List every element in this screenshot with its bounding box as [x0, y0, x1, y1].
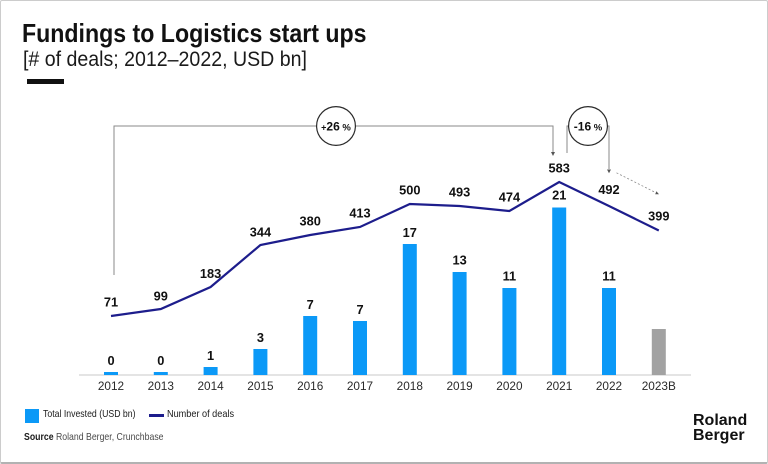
svg-text:2018: 2018: [397, 379, 424, 393]
svg-text:3: 3: [257, 330, 264, 345]
svg-text:492: 492: [598, 182, 619, 197]
svg-text:7: 7: [307, 297, 314, 312]
svg-text:11: 11: [602, 269, 616, 284]
svg-text:7: 7: [356, 302, 363, 317]
svg-text:2017: 2017: [347, 379, 373, 393]
svg-text:399: 399: [648, 209, 669, 224]
svg-text:344: 344: [250, 225, 272, 240]
svg-text:2022: 2022: [596, 379, 622, 393]
svg-text:493: 493: [449, 185, 470, 200]
svg-text:2014: 2014: [197, 379, 224, 393]
svg-text:21: 21: [552, 188, 566, 203]
svg-text:71: 71: [104, 295, 118, 310]
svg-text:0: 0: [107, 353, 114, 368]
svg-text:11: 11: [503, 269, 517, 284]
svg-text:13: 13: [452, 253, 466, 268]
svg-text:583: 583: [549, 161, 570, 176]
svg-text:1: 1: [207, 348, 214, 363]
svg-text:2012: 2012: [98, 379, 124, 393]
svg-text:413: 413: [349, 206, 370, 221]
svg-text:2013: 2013: [148, 379, 175, 393]
svg-text:0: 0: [157, 353, 164, 368]
svg-text:-16 %: -16 %: [574, 120, 603, 134]
svg-text:2015: 2015: [247, 379, 274, 393]
svg-text:183: 183: [200, 266, 221, 281]
svg-text:2016: 2016: [297, 379, 324, 393]
svg-text:2021: 2021: [546, 379, 572, 393]
svg-text:17: 17: [403, 225, 417, 240]
svg-text:2019: 2019: [446, 379, 472, 393]
svg-text:99: 99: [154, 289, 168, 304]
svg-text:500: 500: [399, 183, 420, 198]
svg-text:2023B: 2023B: [642, 379, 676, 393]
svg-text:380: 380: [300, 214, 321, 229]
svg-text:474: 474: [499, 190, 521, 205]
svg-text:2020: 2020: [496, 379, 523, 393]
svg-text:+26 %: +26 %: [321, 120, 351, 134]
